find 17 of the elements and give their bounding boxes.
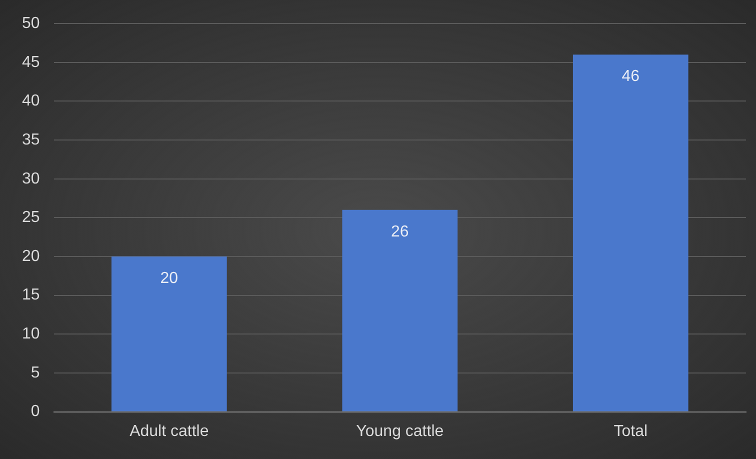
y-tick-label: 20 bbox=[22, 248, 40, 265]
y-tick-label: 50 bbox=[22, 15, 40, 32]
x-tick-label: Young cattle bbox=[356, 422, 444, 440]
y-tick-label: 35 bbox=[22, 131, 40, 148]
y-tick-label: 0 bbox=[30, 403, 40, 420]
data-label: 46 bbox=[622, 68, 640, 86]
y-tick-label: 15 bbox=[22, 286, 40, 304]
y-tick-label: 25 bbox=[22, 209, 40, 226]
y-tick-label: 45 bbox=[22, 54, 40, 71]
y-tick-label: 40 bbox=[22, 92, 40, 110]
y-tick-label: 10 bbox=[22, 326, 40, 343]
y-tick-label: 5 bbox=[30, 364, 40, 382]
x-tick-label: Total bbox=[614, 422, 648, 440]
x-tick-label: Adult cattle bbox=[130, 422, 209, 440]
data-label: 26 bbox=[391, 223, 409, 240]
y-tick-label: 30 bbox=[22, 170, 40, 188]
data-label: 20 bbox=[160, 270, 178, 287]
